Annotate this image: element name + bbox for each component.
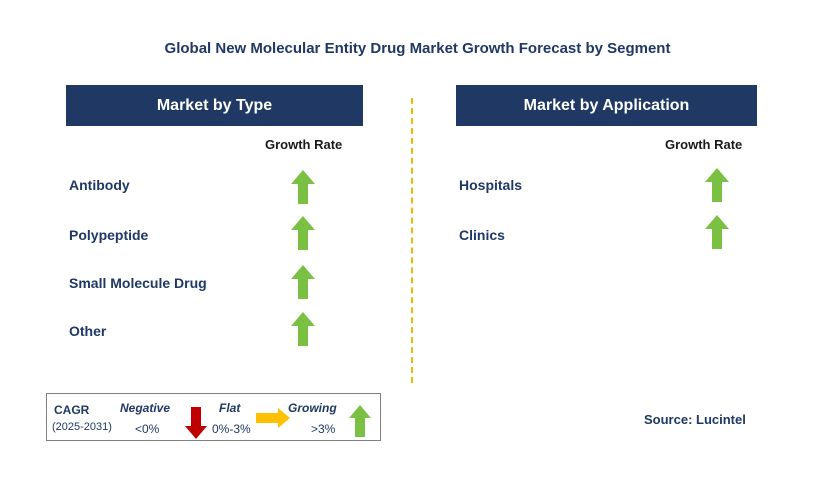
up-arrow-icon xyxy=(705,215,729,249)
up-arrow-icon xyxy=(349,405,371,437)
up-arrow-icon xyxy=(291,170,315,204)
legend-cagr-label: CAGR xyxy=(54,403,90,417)
up-arrow-icon xyxy=(705,168,729,202)
type-growth-rate-label: Growth Rate xyxy=(265,137,343,152)
up-arrow-icon xyxy=(291,312,315,346)
chart-title: Global New Molecular Entity Drug Market … xyxy=(164,40,671,57)
down-arrow-icon xyxy=(185,407,207,439)
application-growth-rate-label: Growth Rate xyxy=(665,137,743,152)
type-item-polypeptide: Polypeptide xyxy=(69,227,149,243)
legend-negative-label: Negative xyxy=(120,401,171,415)
panel-divider xyxy=(411,98,413,383)
legend-negative-range: <0% xyxy=(135,422,160,436)
application-item-hospitals: Hospitals xyxy=(459,177,523,193)
right-arrow-icon xyxy=(256,408,290,428)
legend-flat-range: 0%-3% xyxy=(212,422,251,436)
type-item-small-molecule-drug: Small Molecule Drug xyxy=(69,275,207,291)
source-label: Source: Lucintel xyxy=(644,412,746,427)
up-arrow-icon xyxy=(291,265,315,299)
application-item-clinics: Clinics xyxy=(459,227,505,243)
cagr-legend: CAGR (2025-2031) Negative <0% Flat 0%-3%… xyxy=(46,393,381,441)
type-item-other: Other xyxy=(69,323,107,339)
legend-growing-label: Growing xyxy=(288,401,337,415)
type-item-antibody: Antibody xyxy=(69,177,130,193)
legend-flat-label: Flat xyxy=(219,401,241,415)
legend-period: (2025-2031) xyxy=(52,421,112,433)
up-arrow-icon xyxy=(291,216,315,250)
application-panel-header: Market by Application xyxy=(456,85,757,126)
legend-growing-range: >3% xyxy=(311,422,336,436)
type-panel-header: Market by Type xyxy=(66,85,363,126)
